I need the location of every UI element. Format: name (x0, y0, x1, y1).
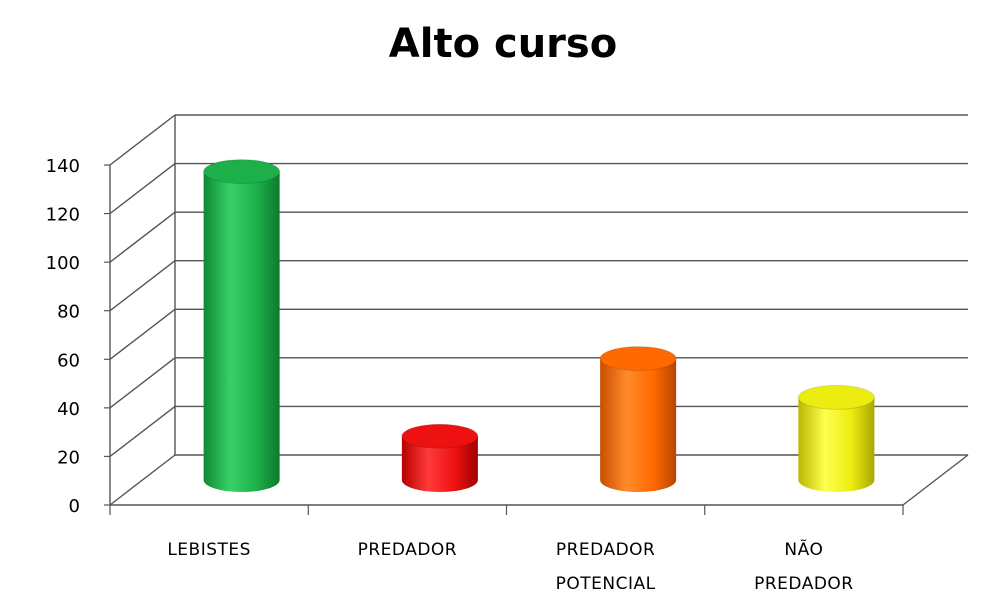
y-axis: 0 20 40 60 80 100 120 140 (46, 156, 904, 517)
y-tick-label: 80 (57, 302, 80, 323)
bar-top (401, 423, 479, 449)
category-label: PREDADOR (556, 540, 656, 560)
category-label: LEBISTES (167, 540, 251, 560)
y-tick-label: 0 (69, 496, 80, 517)
bar-top (599, 346, 677, 372)
y-tick-label: 60 (57, 350, 80, 371)
y-tick-label: 20 (57, 447, 80, 468)
side-gridline (109, 114, 176, 166)
chart-title: Alto curso (389, 21, 617, 67)
category-label: POTENCIAL (556, 574, 656, 594)
bar (401, 423, 479, 492)
bar (797, 384, 875, 492)
bar (599, 346, 677, 492)
grid (109, 114, 969, 506)
bar-body (203, 171, 280, 493)
side-gridline (109, 454, 176, 506)
side-gridline (109, 260, 176, 312)
bars (203, 159, 875, 493)
y-tick-label: 100 (46, 253, 80, 274)
floor-right-edge (902, 454, 969, 506)
bar (203, 159, 281, 493)
x-axis: LEBISTES PREDADOR PREDADOR POTENCIAL NÃO PRED… (167, 538, 853, 594)
side-gridline (109, 308, 176, 360)
bar-body (600, 358, 677, 492)
side-gridline (109, 163, 176, 215)
bar-top (797, 384, 875, 410)
y-tick-label: 40 (57, 399, 80, 420)
side-gridline (109, 211, 176, 263)
category-label: PREDADOR (754, 574, 854, 594)
category-label: PREDADOR (358, 540, 458, 560)
category-label: NÃO (784, 538, 823, 560)
side-gridline (109, 357, 176, 409)
bar-top (203, 159, 281, 185)
side-gridline (109, 405, 176, 457)
y-tick-label: 120 (46, 205, 80, 226)
y-tick-label: 140 (46, 156, 80, 177)
bar-body (798, 397, 875, 492)
bar-body (401, 436, 478, 492)
